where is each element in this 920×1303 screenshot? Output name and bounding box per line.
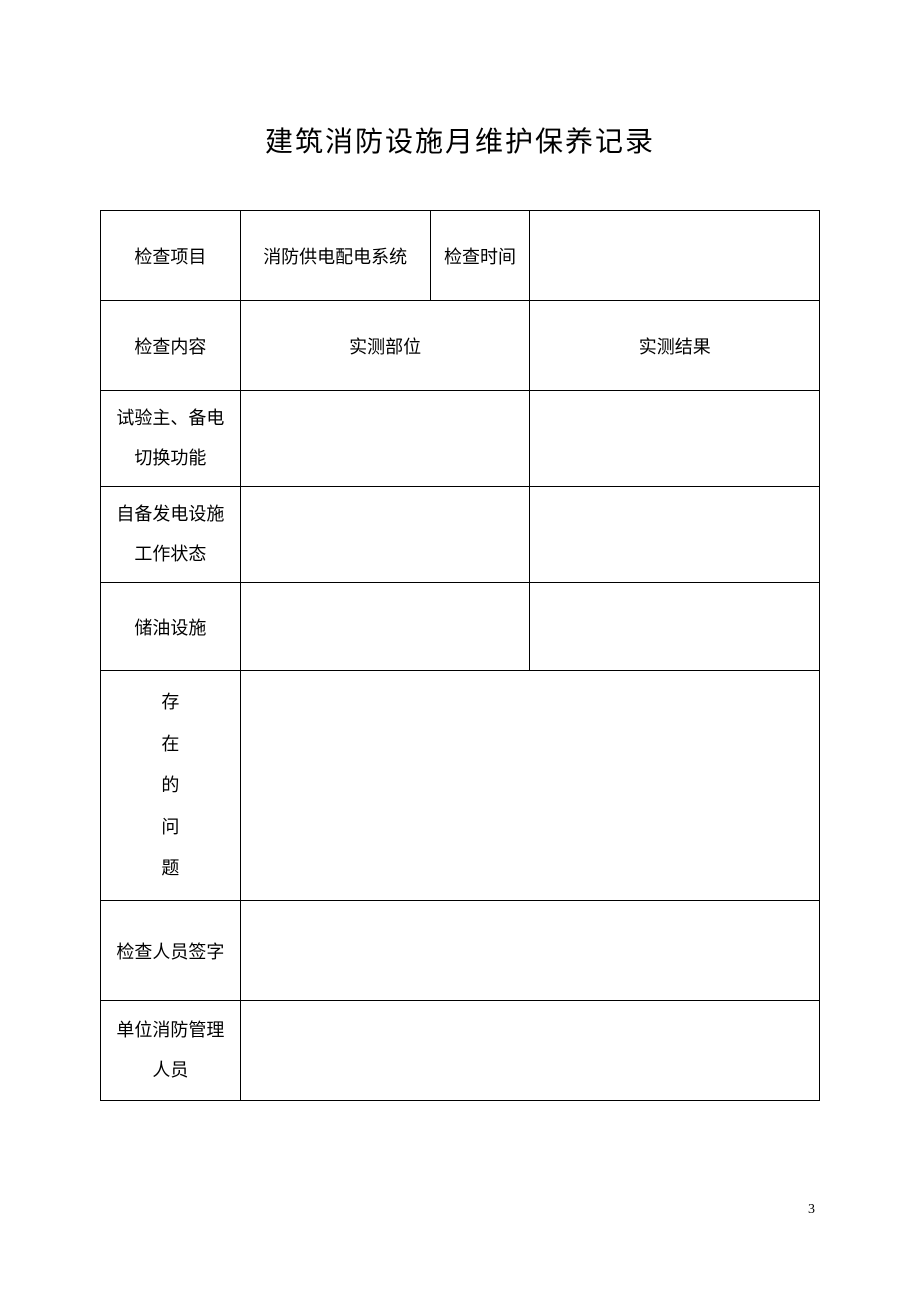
inspection-time-label: 检查时间 bbox=[430, 211, 530, 301]
page-title: 建筑消防设施月维护保养记录 bbox=[0, 0, 920, 210]
label-line: 试验主、备电 bbox=[116, 408, 224, 428]
fire-manager-value bbox=[240, 1001, 819, 1101]
power-switch-result bbox=[530, 391, 820, 487]
oil-storage-label: 储油设施 bbox=[101, 583, 241, 671]
inspection-item-value: 消防供电配电系统 bbox=[240, 211, 430, 301]
generator-status-result bbox=[530, 487, 820, 583]
existing-problems-label: 存 在 的 问 题 bbox=[101, 671, 241, 901]
generator-status-label: 自备发电设施 工作状态 bbox=[101, 487, 241, 583]
char: 在 bbox=[105, 724, 236, 765]
oil-storage-result bbox=[530, 583, 820, 671]
vertical-text: 存 在 的 问 题 bbox=[105, 682, 236, 889]
table-row: 储油设施 bbox=[101, 583, 820, 671]
label-line: 人员 bbox=[152, 1060, 188, 1080]
label-line: 切换功能 bbox=[134, 448, 206, 468]
inspector-signature-value bbox=[240, 901, 819, 1001]
char: 题 bbox=[105, 848, 236, 889]
label-line: 单位消防管理 bbox=[116, 1020, 224, 1040]
power-switch-label: 试验主、备电 切换功能 bbox=[101, 391, 241, 487]
existing-problems-value bbox=[240, 671, 819, 901]
page-number: 3 bbox=[808, 1202, 815, 1218]
table-row: 单位消防管理 人员 bbox=[101, 1001, 820, 1101]
measured-part-header: 实测部位 bbox=[240, 301, 530, 391]
table-row: 自备发电设施 工作状态 bbox=[101, 487, 820, 583]
char: 问 bbox=[105, 807, 236, 848]
inspection-item-label: 检查项目 bbox=[101, 211, 241, 301]
table-row: 存 在 的 问 题 bbox=[101, 671, 820, 901]
table-row: 检查内容 实测部位 实测结果 bbox=[101, 301, 820, 391]
char: 存 bbox=[105, 682, 236, 723]
maintenance-form-table: 检查项目 消防供电配电系统 检查时间 检查内容 实测部位 实测结果 试验主、备电… bbox=[100, 210, 820, 1101]
inspector-signature-label: 检查人员签字 bbox=[101, 901, 241, 1001]
table-row: 试验主、备电 切换功能 bbox=[101, 391, 820, 487]
label-line: 工作状态 bbox=[134, 544, 206, 564]
inspection-content-label: 检查内容 bbox=[101, 301, 241, 391]
fire-manager-label: 单位消防管理 人员 bbox=[101, 1001, 241, 1101]
table-row: 检查人员签字 bbox=[101, 901, 820, 1001]
power-switch-part bbox=[240, 391, 530, 487]
inspection-time-value bbox=[530, 211, 820, 301]
measured-result-header: 实测结果 bbox=[530, 301, 820, 391]
label-line: 自备发电设施 bbox=[116, 504, 224, 524]
char: 的 bbox=[105, 765, 236, 806]
oil-storage-part bbox=[240, 583, 530, 671]
generator-status-part bbox=[240, 487, 530, 583]
table-row: 检查项目 消防供电配电系统 检查时间 bbox=[101, 211, 820, 301]
